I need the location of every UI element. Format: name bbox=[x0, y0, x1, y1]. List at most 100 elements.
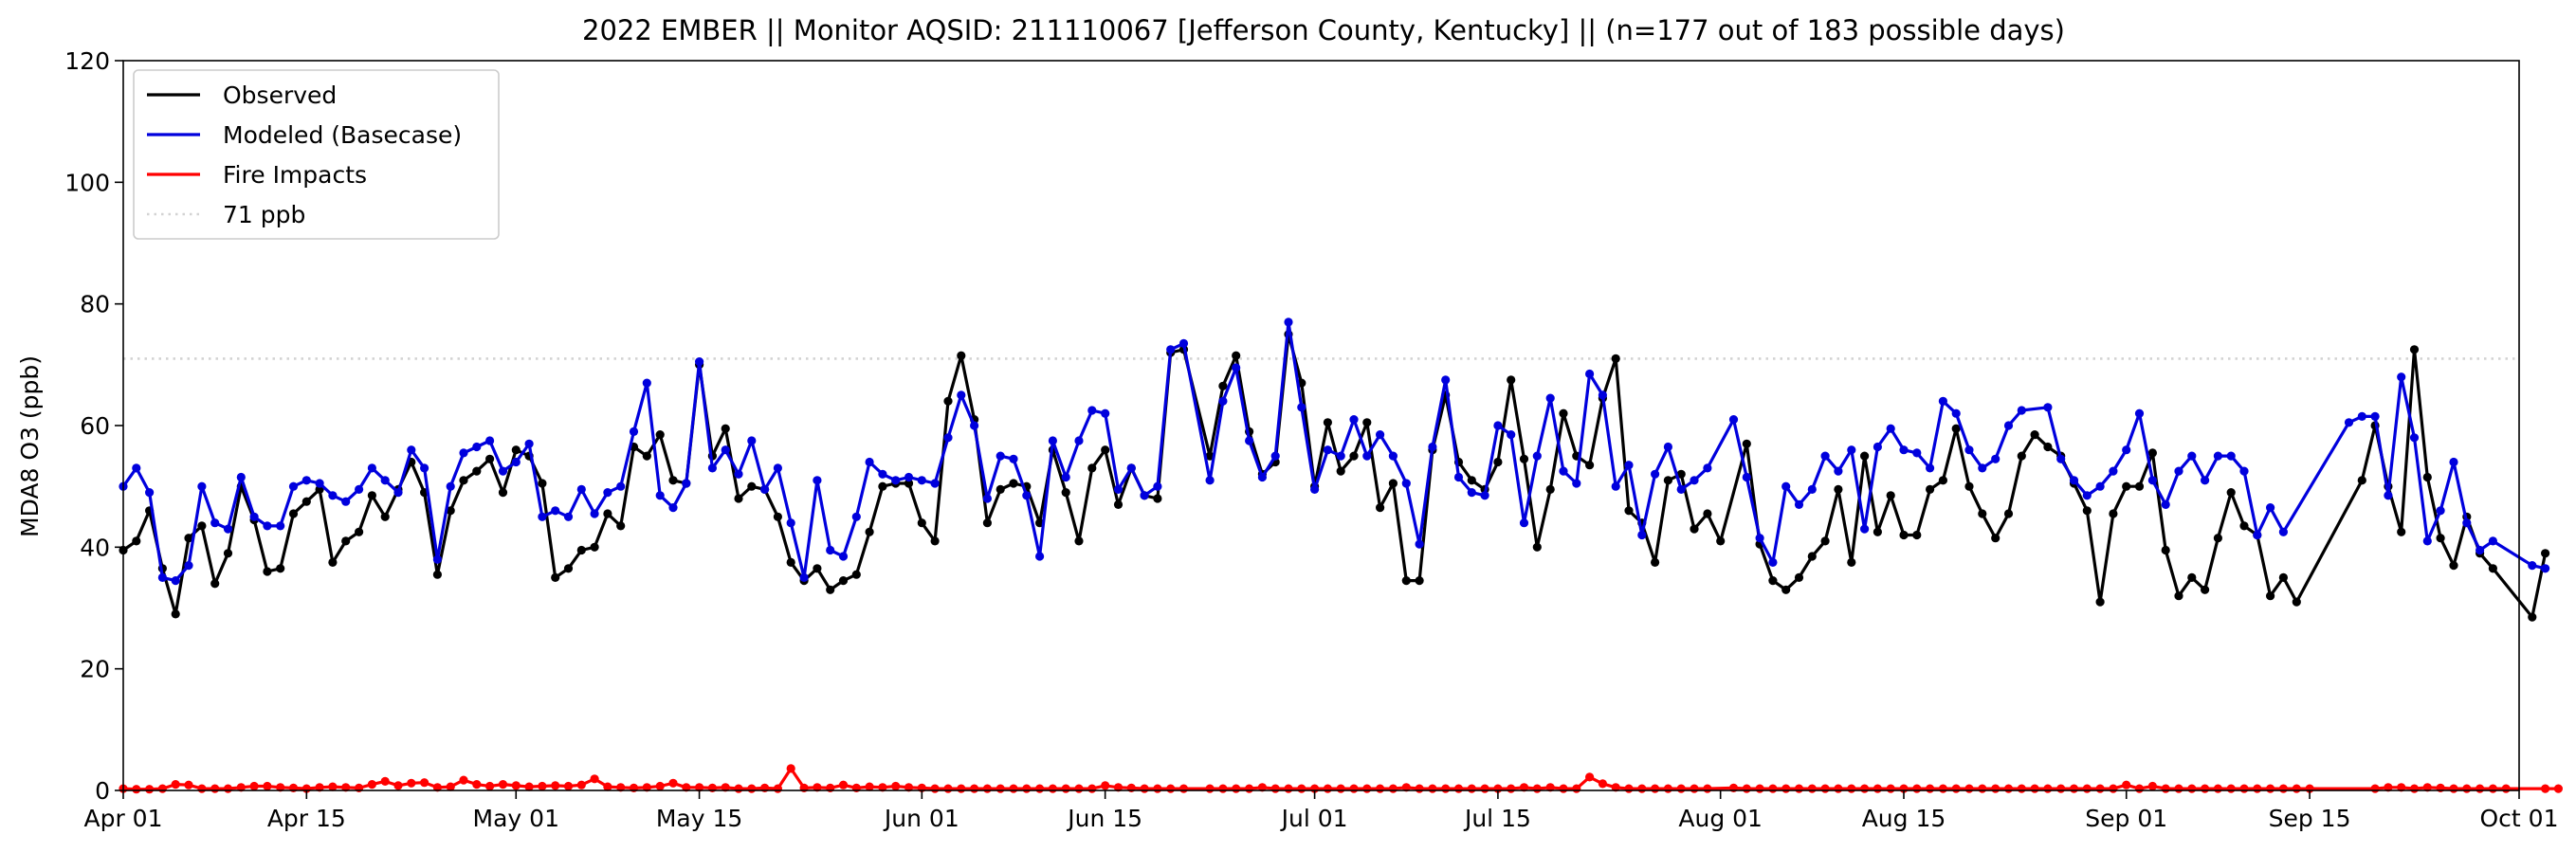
observed-point bbox=[721, 424, 730, 433]
modeled-basecase-point bbox=[851, 512, 861, 521]
observed-point bbox=[511, 445, 521, 455]
fire-impacts-point bbox=[2161, 784, 2170, 793]
observed-point bbox=[484, 454, 495, 463]
fire-impacts-point bbox=[1559, 784, 1568, 793]
observed-point bbox=[1009, 479, 1018, 488]
observed-point bbox=[642, 451, 651, 461]
modeled-basecase-point bbox=[2462, 518, 2472, 528]
observed-point bbox=[301, 497, 311, 506]
modeled-basecase-point bbox=[2134, 408, 2145, 418]
fire-impacts-point bbox=[1323, 784, 1332, 793]
observed-point bbox=[1113, 499, 1124, 510]
observed-point bbox=[930, 536, 940, 546]
observed-point bbox=[2541, 549, 2550, 558]
modeled-basecase-point bbox=[734, 469, 743, 479]
fire-impacts-point bbox=[2174, 784, 2183, 793]
modeled-basecase-point bbox=[917, 476, 926, 485]
fire-impacts-point bbox=[1545, 783, 1555, 792]
fire-impacts-point bbox=[2239, 784, 2249, 793]
observed-point bbox=[1218, 381, 1228, 390]
modeled-basecase-point bbox=[1401, 479, 1411, 488]
fire-impacts-point bbox=[1951, 784, 1961, 793]
fire-impacts-point bbox=[210, 784, 220, 793]
fire-impacts-point bbox=[838, 780, 849, 789]
modeled-basecase-point bbox=[2541, 564, 2550, 573]
observed-point bbox=[734, 494, 743, 503]
observed-point bbox=[1585, 461, 1595, 470]
fire-impacts-point bbox=[2213, 784, 2222, 793]
fire-impacts-point bbox=[2017, 784, 2026, 793]
observed-point bbox=[380, 512, 390, 521]
observed-point bbox=[2082, 506, 2092, 516]
modeled-basecase-point bbox=[721, 445, 730, 455]
modeled-basecase-point bbox=[249, 512, 259, 521]
fire-impacts-point bbox=[1480, 784, 1489, 793]
y-tick-label: 20 bbox=[80, 656, 110, 683]
fire-impacts-point bbox=[813, 783, 822, 792]
modeled-basecase-point bbox=[2476, 545, 2485, 555]
modeled-basecase-point bbox=[1022, 491, 1032, 500]
modeled-basecase-point bbox=[655, 491, 665, 500]
x-tick-label: Jul 15 bbox=[1463, 805, 1531, 832]
observed-point bbox=[1388, 479, 1398, 488]
observed-point bbox=[590, 542, 599, 552]
observed-point bbox=[1362, 418, 1372, 427]
fire-impacts-point bbox=[2292, 784, 2301, 793]
modeled-basecase-point bbox=[328, 491, 338, 500]
fire-impacts-point bbox=[2488, 784, 2497, 793]
observed-point bbox=[2213, 534, 2222, 543]
modeled-basecase-line bbox=[121, 320, 2546, 583]
fire-impacts-point bbox=[2449, 784, 2458, 793]
observed-point bbox=[2449, 561, 2458, 571]
observed-point bbox=[2292, 597, 2301, 607]
modeled-basecase-point bbox=[197, 481, 207, 491]
modeled-basecase-point bbox=[2043, 403, 2053, 412]
modeled-basecase-point bbox=[1926, 463, 1935, 473]
modeled-basecase-point bbox=[223, 524, 233, 534]
fire-impacts-point bbox=[786, 764, 795, 773]
fire-impacts-point bbox=[1362, 784, 1372, 793]
fire-impacts-point bbox=[1453, 784, 1464, 793]
observed-point bbox=[1507, 375, 1516, 385]
observed-point bbox=[982, 518, 992, 528]
modeled-basecase-point bbox=[616, 481, 626, 491]
modeled-basecase-point bbox=[1663, 442, 1672, 452]
modeled-basecase-point bbox=[2344, 418, 2354, 427]
fire-impacts-point bbox=[603, 782, 612, 791]
x-tick-label: Apr 15 bbox=[267, 805, 346, 832]
fire-impacts-point bbox=[2134, 784, 2145, 793]
modeled-basecase-point bbox=[459, 448, 468, 458]
modeled-basecase-point bbox=[1009, 454, 1018, 463]
observed-point bbox=[263, 567, 272, 576]
modeled-basecase-point bbox=[1257, 472, 1267, 482]
modeled-basecase-point bbox=[1362, 451, 1372, 461]
modeled-basecase-point bbox=[1218, 396, 1228, 406]
observed-point bbox=[1323, 418, 1332, 427]
observed-point bbox=[210, 579, 220, 589]
modeled-basecase-point bbox=[407, 445, 416, 455]
observed-point bbox=[2043, 442, 2053, 452]
fire-impacts-point bbox=[1519, 783, 1529, 792]
modeled-basecase-point bbox=[1611, 481, 1620, 491]
fire-impacts-point bbox=[878, 783, 887, 792]
observed-point bbox=[996, 484, 1005, 494]
modeled-basecase-point bbox=[2278, 527, 2288, 536]
modeled-basecase-point bbox=[1651, 469, 1660, 479]
fire-impacts-point bbox=[1022, 784, 1032, 793]
x-tick-label: Aug 01 bbox=[1678, 805, 1763, 832]
fire-impacts-point bbox=[1781, 784, 1791, 793]
modeled-basecase-point bbox=[590, 509, 599, 518]
fire-impacts-point bbox=[1270, 784, 1280, 793]
observed-point bbox=[1847, 557, 1856, 568]
modeled-basecase-point bbox=[1676, 484, 1686, 494]
fire-impacts-point bbox=[747, 784, 757, 793]
fire-impacts-point bbox=[1284, 784, 1293, 793]
fire-impacts-point bbox=[957, 784, 966, 793]
fire-impacts-point bbox=[2553, 784, 2563, 793]
fire-impacts-point bbox=[996, 784, 1005, 793]
fire-impacts-point bbox=[1178, 784, 1189, 793]
observed-point bbox=[1651, 557, 1660, 568]
fire-impacts-point bbox=[2043, 784, 2053, 793]
modeled-basecase-point bbox=[2003, 421, 2014, 430]
x-tick-label: Jul 01 bbox=[1280, 805, 1348, 832]
